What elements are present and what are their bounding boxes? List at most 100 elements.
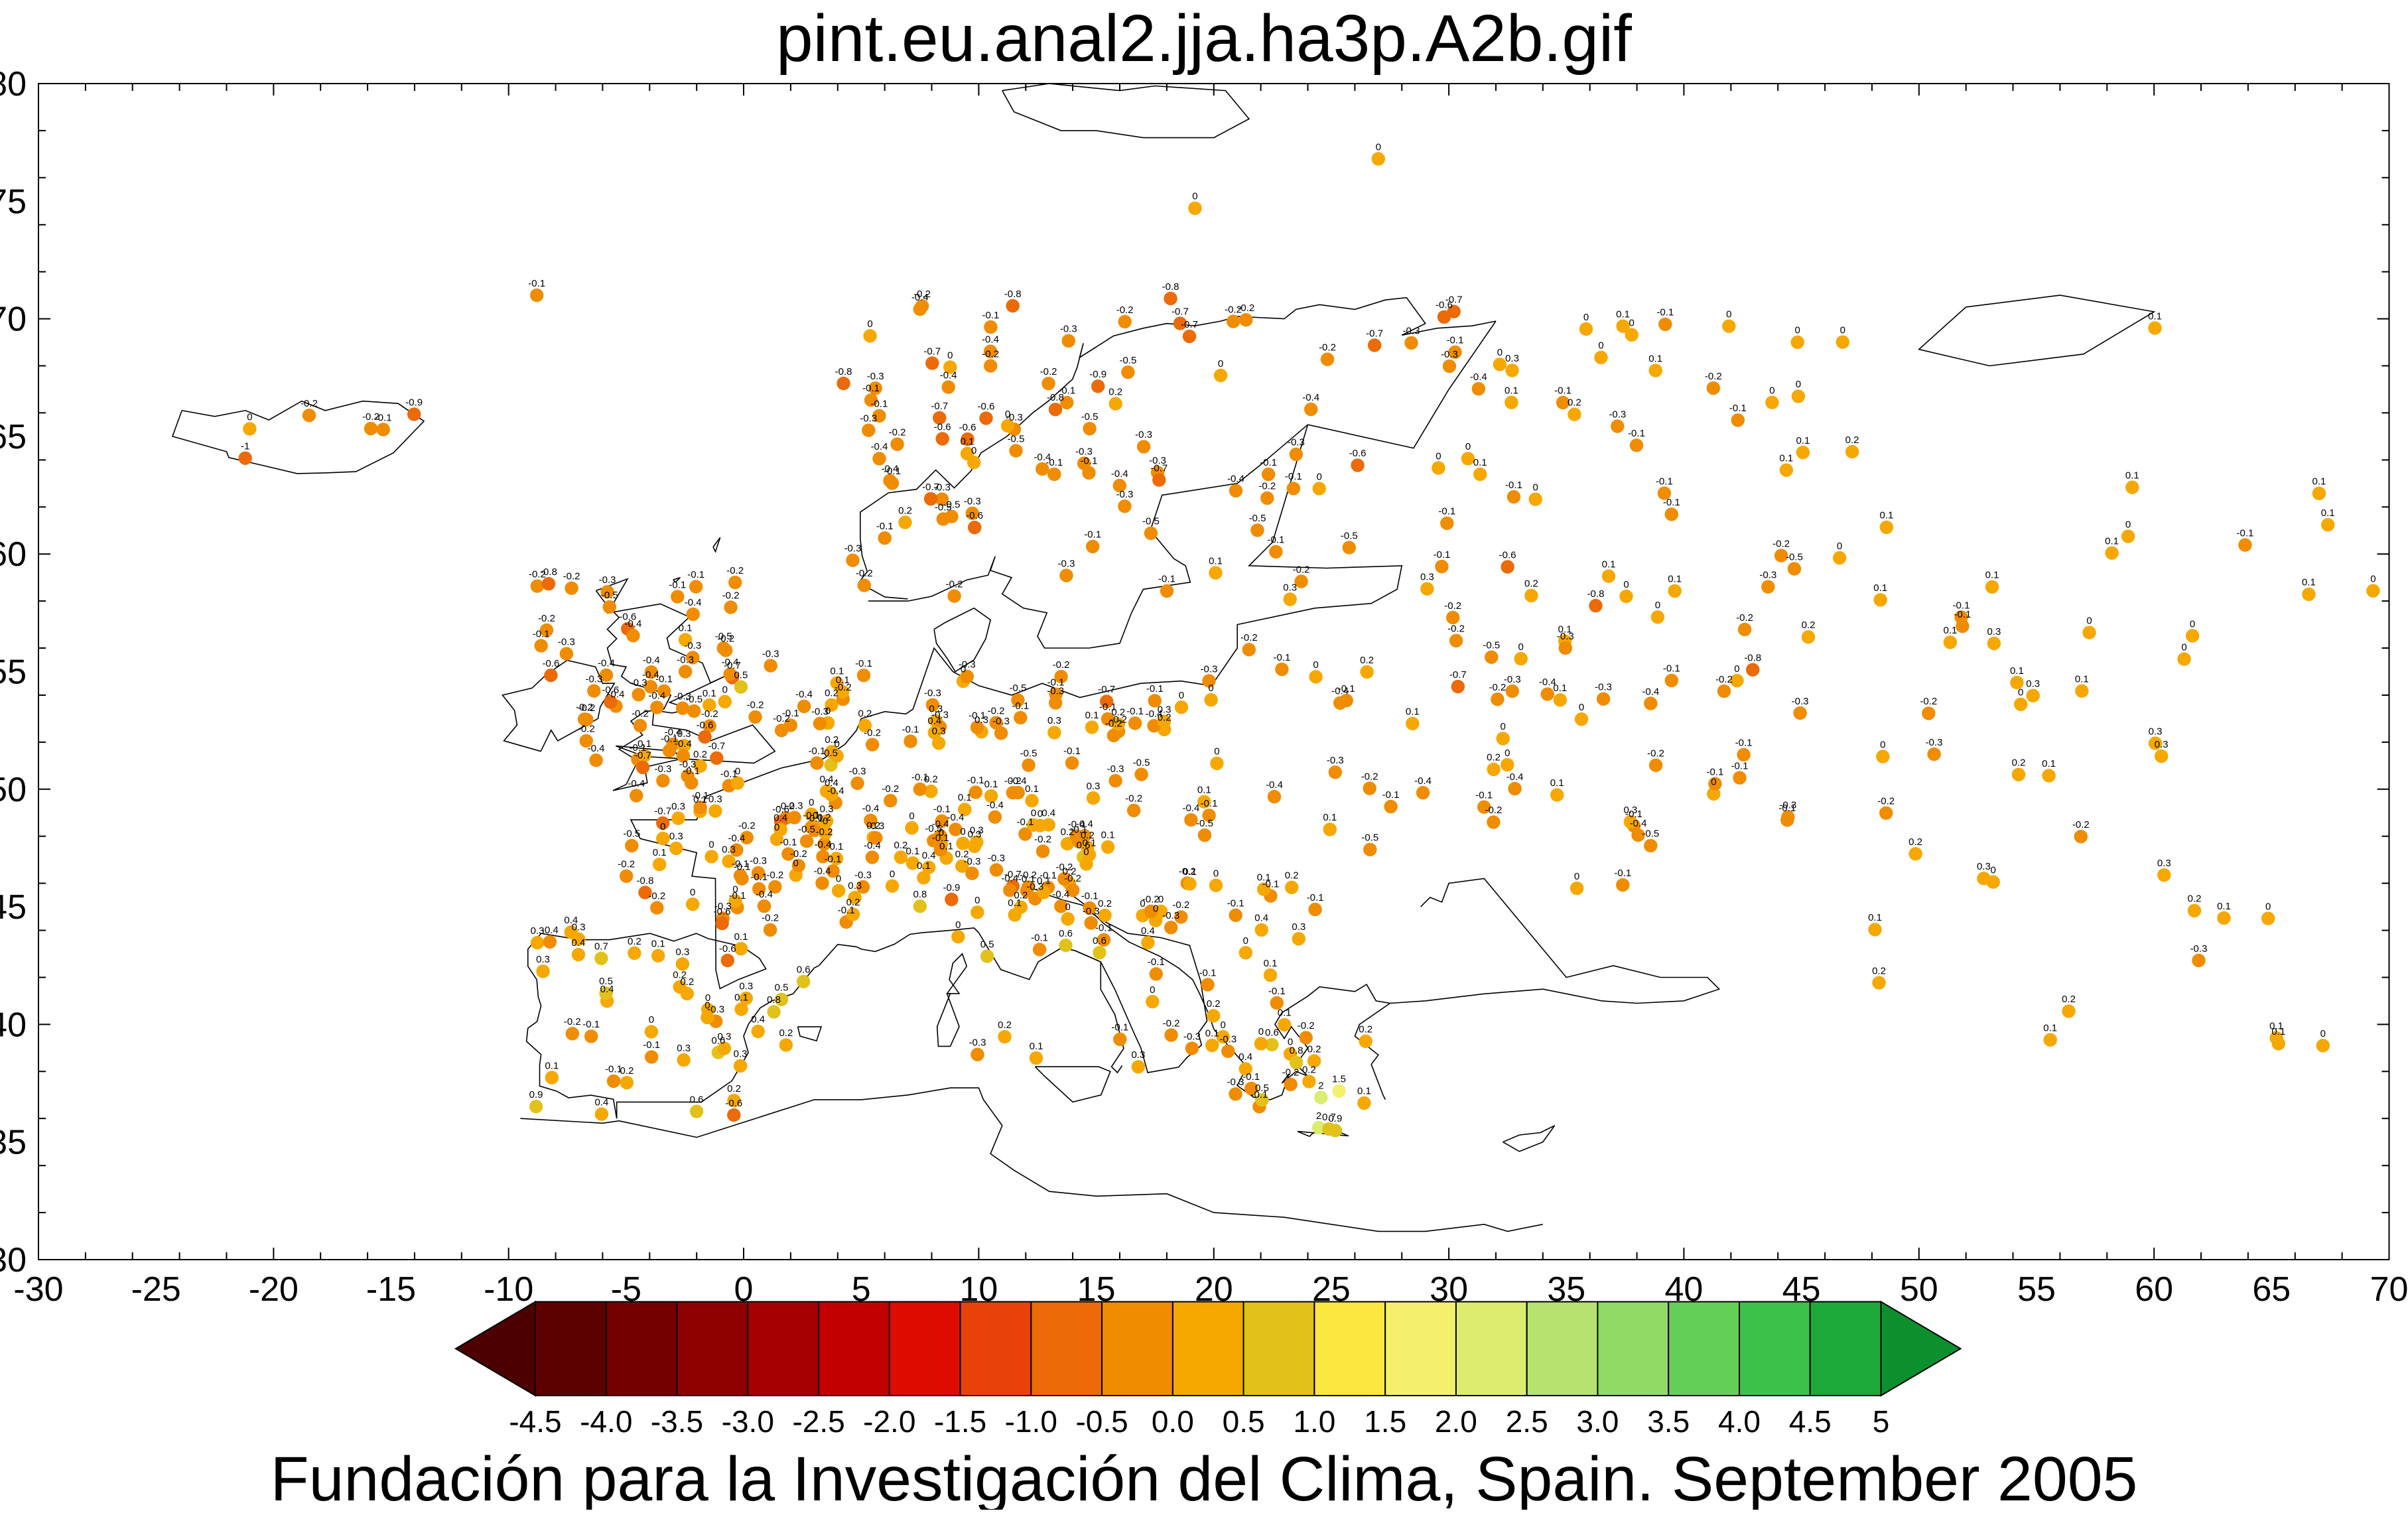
svg-text:-0.7: -0.7	[1171, 306, 1189, 317]
svg-text:0.8: 0.8	[1290, 1045, 1304, 1057]
svg-text:0: 0	[909, 811, 914, 822]
svg-text:-0.4: -0.4	[628, 778, 645, 789]
svg-text:0.4: 0.4	[571, 937, 585, 949]
svg-text:0.1: 0.1	[651, 939, 665, 950]
svg-text:-0.6: -0.6	[966, 510, 983, 521]
svg-text:0.1: 0.1	[2148, 310, 2162, 322]
svg-text:0.5: 0.5	[775, 982, 789, 994]
svg-text:0.5: 0.5	[1223, 1404, 1265, 1439]
svg-text:0.4: 0.4	[1254, 913, 1268, 924]
svg-text:0.1: 0.1	[830, 665, 844, 677]
svg-text:0.3: 0.3	[1987, 626, 2001, 637]
svg-text:-0.2: -0.2	[1447, 624, 1465, 635]
svg-text:0.6: 0.6	[690, 1094, 704, 1105]
svg-text:-0.5: -0.5	[1786, 551, 1803, 562]
svg-text:-0.3: -0.3	[860, 413, 877, 425]
svg-text:50: 50	[0, 771, 27, 809]
svg-text:-0.2: -0.2	[882, 783, 899, 795]
svg-text:-0.8: -0.8	[835, 366, 852, 377]
svg-text:0.3: 0.3	[669, 831, 683, 842]
svg-text:-0.2: -0.2	[1163, 1018, 1180, 1029]
svg-text:-0.2: -0.2	[1489, 682, 1506, 693]
svg-text:-0.2: -0.2	[1705, 371, 1722, 382]
svg-text:0.2: 0.2	[1285, 870, 1299, 882]
svg-text:0.3: 0.3	[717, 1031, 731, 1042]
svg-text:-0.3: -0.3	[1288, 437, 1305, 448]
svg-text:-0.2: -0.2	[790, 848, 807, 860]
svg-text:-0.2: -0.2	[1736, 612, 1753, 624]
svg-text:-0.9: -0.9	[405, 397, 423, 408]
svg-text:0.2: 0.2	[1908, 836, 1922, 848]
svg-text:-0.2: -0.2	[538, 613, 555, 624]
svg-text:0.2: 0.2	[858, 708, 872, 720]
svg-text:-0.3: -0.3	[1557, 631, 1574, 642]
svg-text:0: 0	[1218, 358, 1223, 369]
svg-text:-0.4: -0.4	[862, 803, 879, 815]
svg-text:-0.2: -0.2	[1034, 834, 1051, 845]
svg-text:-0.2: -0.2	[762, 913, 779, 924]
svg-text:-0.2: -0.2	[738, 821, 756, 832]
svg-text:-0.3: -0.3	[1135, 429, 1152, 440]
svg-text:0: 0	[1497, 347, 1503, 358]
svg-text:0.3: 0.3	[1283, 582, 1297, 593]
svg-text:0.2: 0.2	[1359, 1024, 1372, 1035]
svg-text:-0.3: -0.3	[924, 688, 941, 699]
svg-text:0.1: 0.1	[1357, 1086, 1371, 1097]
svg-text:-0.4: -0.4	[1506, 771, 1524, 783]
svg-text:-0.4: -0.4	[1227, 474, 1244, 485]
svg-text:-0.3: -0.3	[1441, 349, 1458, 360]
svg-text:0.2: 0.2	[779, 1027, 793, 1039]
svg-text:-0.3: -0.3	[1926, 737, 1943, 748]
svg-text:-0.7: -0.7	[922, 482, 939, 493]
svg-text:-0.4: -0.4	[1010, 775, 1027, 787]
svg-text:-0.2: -0.2	[1237, 302, 1254, 314]
svg-text:-0.5: -0.5	[601, 590, 618, 601]
svg-text:0.2: 0.2	[1307, 1043, 1321, 1055]
svg-text:0.1: 0.1	[1985, 570, 1999, 581]
svg-text:-0.3: -0.3	[964, 496, 981, 507]
svg-text:-0.1: -0.1	[902, 724, 919, 735]
svg-text:-4.5: -4.5	[509, 1404, 561, 1439]
svg-text:-0.2: -0.2	[1053, 659, 1070, 671]
svg-text:0.4: 0.4	[1238, 1051, 1252, 1063]
svg-text:0: 0	[1518, 641, 1524, 653]
svg-text:-0.1: -0.1	[643, 1039, 660, 1051]
svg-text:-0.5: -0.5	[1075, 1404, 1128, 1439]
svg-text:0: 0	[1436, 450, 1441, 462]
svg-text:-0.3: -0.3	[1083, 905, 1100, 917]
svg-text:-0.1: -0.1	[1081, 456, 1098, 467]
svg-text:-0.3: -0.3	[992, 716, 1010, 727]
svg-text:-0.3: -0.3	[786, 800, 803, 811]
svg-text:0.3: 0.3	[2155, 739, 2169, 750]
svg-text:-0.8: -0.8	[637, 875, 654, 886]
svg-text:0.6: 0.6	[797, 964, 811, 976]
svg-text:-0.3: -0.3	[679, 759, 697, 770]
svg-text:-0.3: -0.3	[1759, 570, 1776, 581]
svg-text:0: 0	[1533, 482, 1538, 493]
svg-text:0.2: 0.2	[898, 505, 912, 516]
svg-text:0.4: 0.4	[922, 850, 936, 862]
svg-text:-0.1: -0.1	[969, 710, 986, 721]
svg-text:-0.2: -0.2	[578, 724, 595, 735]
svg-text:-0.1: -0.1	[884, 466, 901, 477]
svg-text:-0.8: -0.8	[540, 566, 557, 578]
svg-text:-0.2: -0.2	[726, 565, 744, 576]
svg-text:-0.6: -0.6	[978, 401, 995, 412]
svg-text:0.8: 0.8	[767, 994, 781, 1006]
svg-text:-0.3: -0.3	[844, 543, 862, 555]
svg-text:-0.7: -0.7	[1366, 328, 1383, 339]
svg-text:-0.3: -0.3	[988, 852, 1005, 864]
svg-text:-0.3: -0.3	[1183, 1031, 1201, 1042]
svg-text:-0.5: -0.5	[1642, 828, 1659, 840]
svg-text:-0.2: -0.2	[1116, 304, 1134, 316]
svg-text:0.3: 0.3	[1131, 1049, 1145, 1061]
svg-text:-0.3: -0.3	[1116, 489, 1133, 500]
svg-text:35: 35	[0, 1124, 27, 1162]
svg-text:0: 0	[836, 874, 841, 885]
svg-text:-0.2: -0.2	[766, 870, 783, 881]
svg-text:-0.4: -0.4	[1302, 392, 1319, 403]
svg-text:0.5: 0.5	[734, 669, 748, 681]
svg-text:-0.6: -0.6	[714, 906, 731, 917]
svg-text:-0.3: -0.3	[2190, 943, 2208, 954]
svg-text:-0.1: -0.1	[1433, 549, 1450, 560]
